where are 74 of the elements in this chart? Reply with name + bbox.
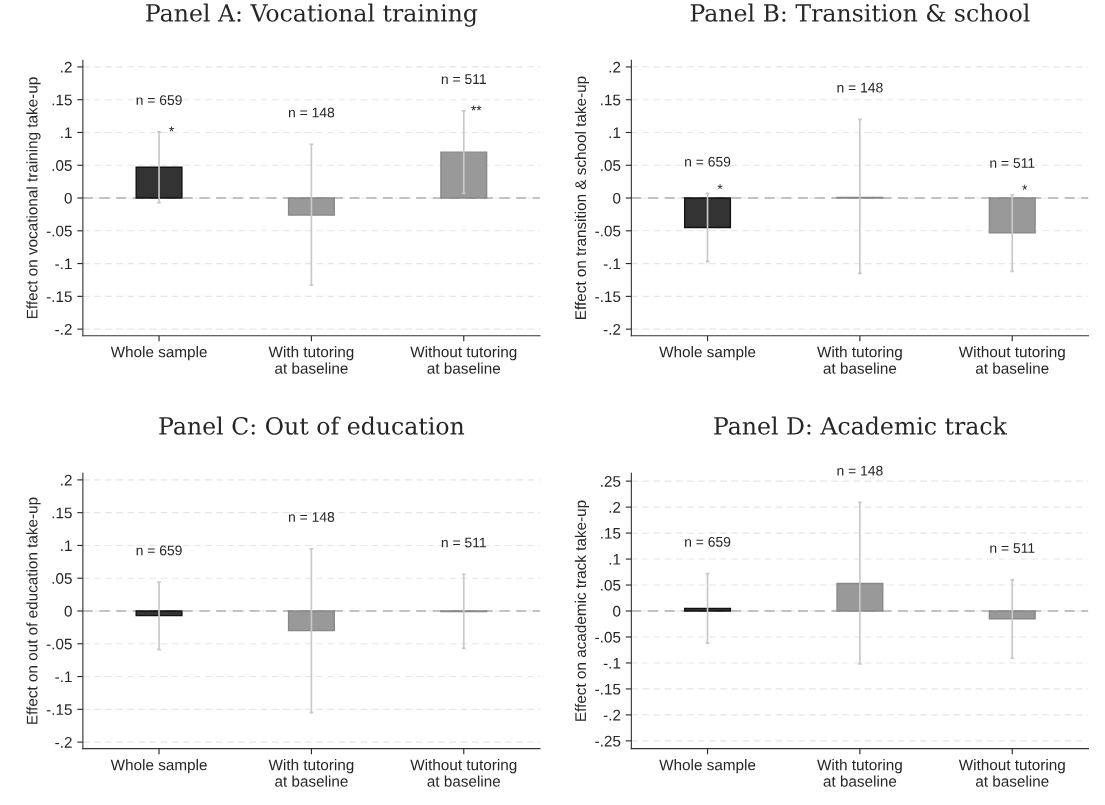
y-tick-label: .15: [52, 507, 72, 519]
annotation: n = 511: [990, 158, 1035, 168]
y-tick-label: .1: [609, 554, 621, 565]
annotation: n = 511: [990, 543, 1035, 553]
annotation: n = 148: [288, 512, 335, 522]
x-tick-label: Whole sample: [659, 346, 756, 361]
x-tick-label: Without tutoring at baseline: [958, 759, 1065, 787]
y-tick-label: -.1: [55, 671, 72, 683]
y-tick-label: .1: [61, 540, 72, 551]
y-tick-label: -.05: [595, 225, 621, 237]
y-tick-label: .15: [52, 94, 72, 106]
y-tick-label: .25: [601, 476, 621, 487]
x-tick-label: With tutoring at baseline: [268, 759, 354, 787]
x-tick-label: Without tutoring at baseline: [410, 759, 517, 787]
y-tick-label: .05: [52, 160, 72, 171]
y-tick-label: .2: [609, 501, 621, 513]
x-tick-label: Without tutoring at baseline: [410, 346, 517, 374]
y-tick-label: -.2: [603, 709, 621, 721]
chart-title: Panel C: Out of education: [159, 416, 465, 435]
x-tick-label: Whole sample: [659, 759, 756, 774]
x-tick-label: With tutoring at baseline: [817, 346, 902, 374]
y-tick-label: -.1: [55, 258, 72, 270]
y-tick-label: 0: [613, 192, 621, 204]
y-tick-label: .15: [601, 528, 621, 539]
y-axis-title: Effect on academic track take-up: [574, 500, 590, 721]
annotation: n = 148: [837, 82, 883, 93]
annotation: n = 148: [837, 465, 883, 476]
y-tick-label: -.1: [603, 657, 621, 669]
y-tick-label: .05: [52, 573, 72, 584]
annotation: n = 659: [136, 545, 182, 556]
y-axis-title: Effect on vocational training take-up: [26, 77, 41, 319]
y-tick-label: .05: [601, 579, 621, 591]
annotation: n = 659: [136, 95, 182, 105]
annotation: **: [471, 105, 482, 111]
y-axis-title: Effect on transition & school take-up: [574, 76, 590, 319]
chart-title: Panel A: Vocational training: [146, 3, 478, 27]
annotation: *: [169, 126, 175, 132]
y-tick-label: -.15: [595, 291, 621, 303]
y-tick-label: .2: [61, 474, 72, 486]
y-axis-title: Effect on out of education take-up: [26, 497, 41, 724]
y-tick-label: .1: [609, 127, 621, 139]
y-tick-label: -.05: [46, 638, 72, 650]
y-tick-label: 0: [64, 605, 72, 617]
y-tick-label: -.2: [55, 736, 72, 748]
chart-title: Panel D: Academic track: [714, 416, 1008, 435]
annotation: *: [717, 184, 723, 190]
x-tick-label: Whole sample: [110, 759, 207, 774]
annotation: n = 511: [441, 74, 486, 85]
y-tick-label: .2: [609, 61, 621, 73]
y-tick-label: .15: [601, 94, 621, 106]
annotation: n = 659: [685, 536, 731, 547]
y-tick-label: -.15: [46, 291, 72, 303]
x-tick-label: With tutoring at baseline: [268, 346, 354, 374]
annotation: *: [1022, 184, 1028, 190]
y-tick-label: .1: [61, 127, 72, 139]
chart-title: Panel B: Transition & school: [690, 3, 1030, 22]
y-tick-label: .05: [601, 160, 621, 171]
y-tick-label: -.15: [46, 704, 72, 716]
y-tick-label: -.25: [595, 735, 621, 747]
y-tick-label: -.1: [603, 258, 621, 270]
x-tick-label: With tutoring at baseline: [817, 759, 902, 787]
x-tick-label: Without tutoring at baseline: [958, 346, 1065, 374]
y-tick-label: .2: [61, 61, 72, 73]
y-tick-label: -.2: [603, 324, 621, 335]
annotation: n = 659: [685, 156, 731, 167]
y-tick-label: -.05: [46, 225, 72, 237]
y-tick-label: -.2: [55, 324, 72, 335]
x-tick-label: Whole sample: [110, 346, 207, 361]
y-tick-label: 0: [64, 192, 72, 204]
annotation: n = 148: [288, 107, 335, 118]
y-tick-label: -.15: [595, 683, 621, 695]
y-tick-label: 0: [613, 605, 621, 617]
y-tick-label: -.05: [595, 631, 621, 643]
annotation: n = 511: [441, 537, 486, 548]
